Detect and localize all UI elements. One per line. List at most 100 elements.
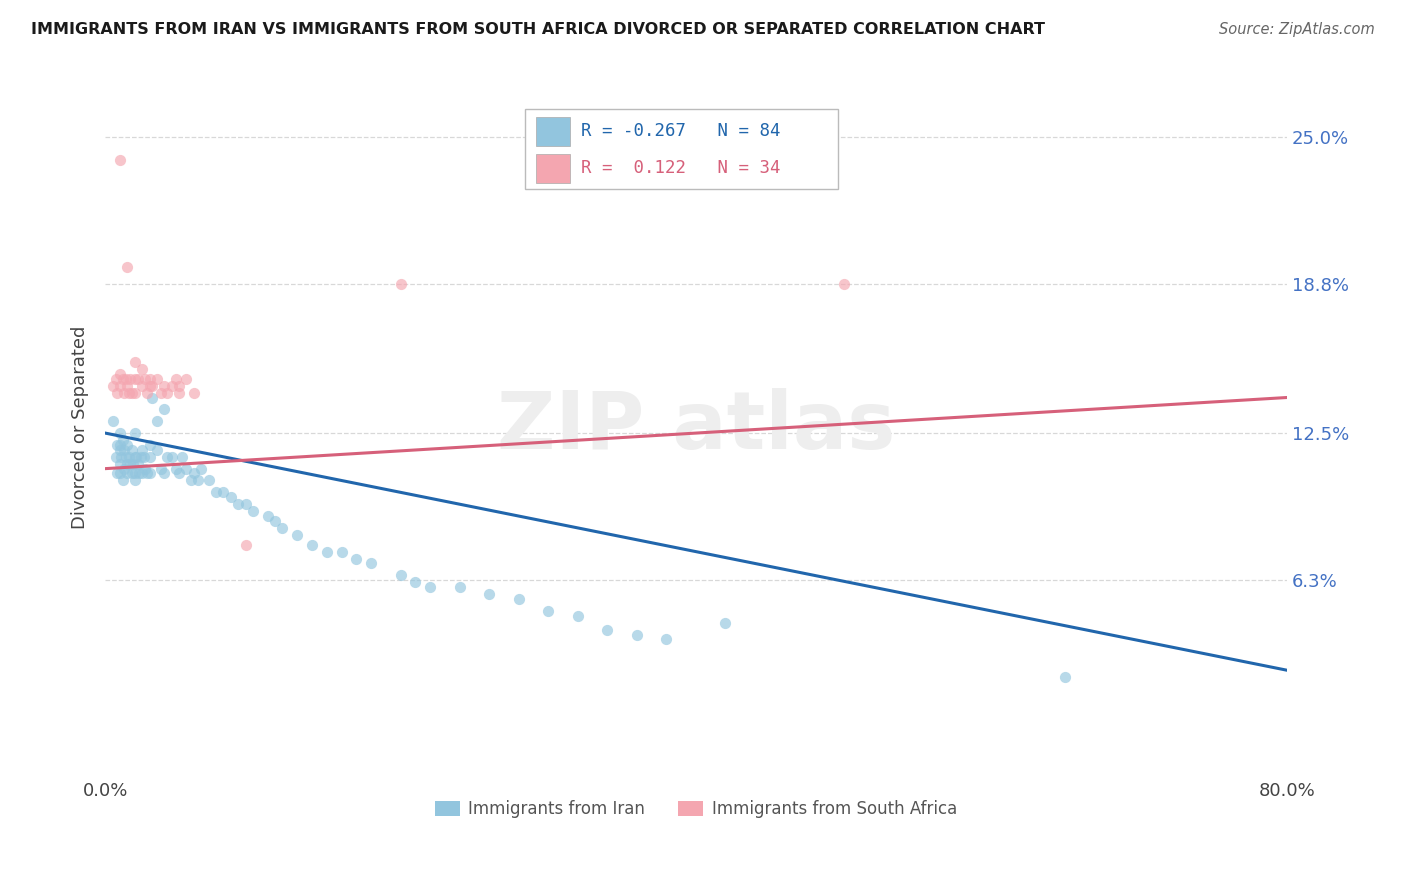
Point (626, 627, 648, 641)
Point (655, 632, 678, 647)
Point (108, 153, 131, 168)
Point (131, 362, 153, 376)
Point (122, 457, 145, 471)
Point (101, 414, 124, 428)
Point (330, 544, 353, 558)
Point (170, 450, 193, 464)
Point (117, 457, 139, 471)
Point (120, 457, 142, 471)
Point (118, 385, 141, 400)
Point (235, 497, 257, 511)
Point (285, 528, 308, 542)
Text: IMMIGRANTS FROM IRAN VS IMMIGRANTS FROM SOUTH AFRICA DIVORCED OR SEPARATED CORRE: IMMIGRANTS FROM IRAN VS IMMIGRANTS FROM … (31, 22, 1045, 37)
Point (108, 442, 131, 457)
Point (146, 442, 169, 457)
Point (120, 371, 142, 385)
Point (121, 385, 143, 400)
Point (153, 378, 176, 392)
Y-axis label: Divorced or Separated: Divorced or Separated (72, 326, 89, 529)
Point (138, 378, 160, 392)
Point (118, 450, 141, 464)
Point (212, 485, 235, 500)
Point (108, 367, 131, 381)
Point (160, 450, 183, 464)
Point (165, 461, 187, 475)
Point (146, 371, 169, 385)
Point (124, 371, 146, 385)
Point (242, 504, 264, 518)
Point (124, 355, 146, 369)
Point (125, 450, 148, 464)
Point (127, 371, 149, 385)
Point (131, 378, 153, 392)
Point (124, 450, 146, 464)
Point (176, 461, 198, 475)
Point (150, 461, 173, 475)
Point (111, 371, 134, 385)
Point (235, 537, 257, 551)
Point (449, 580, 471, 594)
Point (128, 467, 150, 481)
Point (264, 514, 287, 528)
Text: Source: ZipAtlas.com: Source: ZipAtlas.com (1219, 22, 1375, 37)
Point (160, 35, 183, 49)
Point (115, 450, 138, 464)
Point (127, 457, 149, 471)
Point (176, 371, 198, 385)
Point (141, 378, 163, 392)
Bar (524, 109, 838, 189)
Point (183, 467, 205, 481)
Point (108, 378, 131, 392)
Point (226, 497, 249, 511)
Point (117, 438, 139, 452)
Point (508, 592, 530, 607)
Point (567, 608, 589, 623)
Point (832, 277, 855, 291)
Point (419, 580, 441, 594)
Point (1054, 670, 1077, 684)
Point (167, 467, 190, 481)
Point (115, 371, 138, 385)
Point (121, 442, 143, 457)
Point (150, 385, 173, 400)
Point (134, 371, 156, 385)
Point (180, 474, 202, 488)
Point (117, 378, 139, 392)
Point (138, 438, 160, 452)
Text: ZIP atlas: ZIP atlas (496, 388, 896, 467)
Text: R = -0.267   N = 84: R = -0.267 N = 84 (581, 122, 780, 140)
Point (138, 467, 160, 481)
Point (389, 568, 412, 582)
Point (301, 537, 323, 551)
Point (108, 457, 131, 471)
Point (315, 544, 337, 558)
Point (105, 385, 128, 400)
Point (121, 467, 143, 481)
Point (165, 371, 187, 385)
Point (124, 474, 146, 488)
Point (156, 385, 179, 400)
Point (219, 490, 242, 504)
Bar (537, 153, 569, 183)
Point (134, 461, 156, 475)
Point (111, 433, 134, 447)
Point (183, 385, 205, 400)
Legend: Immigrants from Iran, Immigrants from South Africa: Immigrants from Iran, Immigrants from So… (429, 793, 963, 824)
Point (131, 467, 153, 481)
Point (112, 461, 135, 475)
Point (478, 587, 501, 601)
Point (108, 467, 131, 481)
Point (156, 450, 179, 464)
Point (124, 426, 146, 441)
Text: R =  0.122   N = 34: R = 0.122 N = 34 (581, 160, 780, 178)
Point (138, 450, 160, 464)
Point (271, 521, 294, 535)
Point (344, 551, 367, 566)
Point (537, 604, 560, 618)
Point (360, 557, 382, 571)
Point (124, 385, 146, 400)
Point (187, 474, 209, 488)
Point (205, 485, 228, 500)
Point (167, 378, 190, 392)
Point (131, 442, 153, 457)
